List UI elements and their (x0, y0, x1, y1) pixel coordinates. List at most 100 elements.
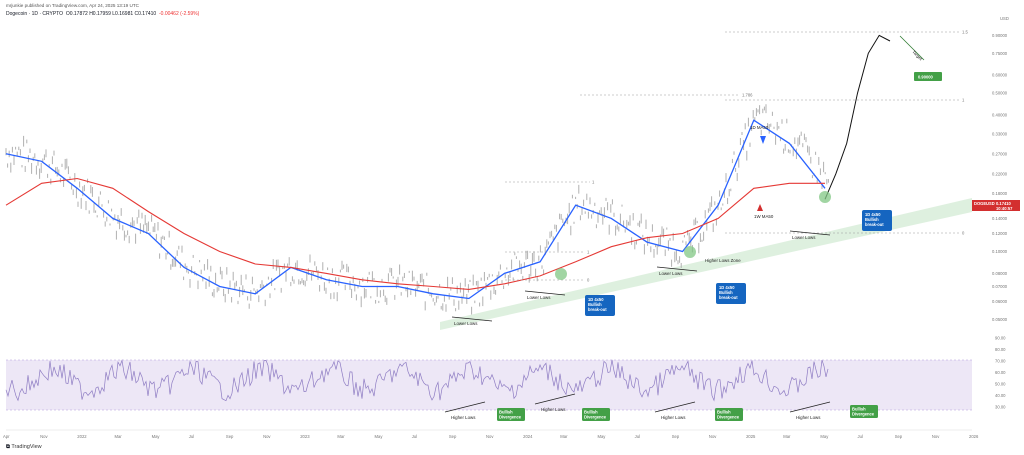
breakout-circle (819, 191, 831, 203)
lower-lows-trendline (524, 290, 566, 296)
rsi-tick-label: 90.00 (995, 336, 1006, 341)
bullish-breakout-label: 1D 4x50 Bullish break-out (588, 297, 607, 312)
price-tick-label: 0.06000 (992, 299, 1008, 304)
price-marker-countdown: 10:40:57 (996, 206, 1013, 211)
time-tick-label: 2024 (523, 434, 533, 439)
time-tick-label: May (152, 434, 161, 439)
bullish-breakout-label: 1D 4x50 Bullish break-out (865, 212, 884, 227)
breakout-circle (555, 268, 567, 280)
ma-1w-label: 1W MA50 (754, 214, 774, 219)
time-tick-label: Nov (932, 434, 940, 439)
ma-1w-line (5, 177, 825, 290)
time-tick-label: Mar (783, 434, 791, 439)
lower-lows-trendline (789, 230, 831, 236)
time-tick-label: Apr (3, 434, 10, 439)
price-tick-label: 0.50000 (992, 91, 1008, 96)
higher-lows-label: Higher Lows (661, 415, 686, 420)
bullish-divergence-box (582, 408, 610, 421)
target-line (899, 35, 925, 61)
bullish-breakout-box (862, 210, 892, 231)
price-marker-value: 0.17410 (996, 201, 1012, 206)
fib-level-label: 1 (962, 98, 965, 103)
ma-1d-label: 1D MA50 (750, 125, 769, 130)
rsi-tick-label: 40.00 (995, 393, 1006, 398)
time-tick-label: 2022 (77, 434, 87, 439)
projection-line (824, 34, 891, 200)
lower-lows-label: Lower Lows (659, 271, 683, 276)
rsi-tick-label: 70.00 (995, 359, 1006, 364)
time-tick-label: Mar (560, 434, 568, 439)
price-tick-label: 0.18000 (992, 191, 1008, 196)
bullish-breakout-box (716, 283, 746, 304)
brand-label: TradingView (11, 444, 42, 450)
ma-1w-arrow-icon (757, 204, 763, 211)
rsi-tick-label: 60.00 (995, 370, 1006, 375)
time-tick-label: Nov (709, 434, 717, 439)
time-tick-label: Sep (895, 434, 903, 439)
time-tick-label: 2025 (746, 434, 756, 439)
ma-1d-arrow-icon (760, 136, 766, 144)
bullish-divergence-label: Bullish Divergence (852, 407, 875, 417)
time-tick-label: Sep (449, 434, 457, 439)
fib-level-label: 1.5 (962, 30, 968, 35)
symbol-title: Dogecoin · 1D · CRYPTO O0.17872 H0.17959… (6, 11, 199, 17)
higher-lows-zone-label: Higher Lows Zone (705, 258, 741, 263)
breakout-circle (684, 246, 696, 258)
lower-lows-label: Lower Lows (454, 321, 478, 326)
time-tick-label: Jul (189, 434, 194, 439)
time-tick-label: Jul (635, 434, 640, 439)
rsi-tick-label: 50.00 (995, 382, 1006, 387)
time-tick-label: Nov (40, 434, 48, 439)
ohlc-values: O0.17872 H0.17959 L0.16981 C0.17410 (65, 11, 157, 17)
bullish-divergence-label: Bullish Divergence (717, 410, 740, 420)
price-tick-label: 0.22000 (992, 171, 1008, 176)
bullish-breakout-box (585, 295, 615, 316)
target-value: 0.90000 (918, 75, 934, 80)
price-tick-label: 0.27000 (992, 151, 1008, 156)
target-box (914, 72, 942, 81)
price-tick-label: 0.75000 (992, 51, 1008, 56)
fib-level-label: 1 (592, 180, 595, 185)
bullish-divergence-box (715, 408, 743, 421)
price-tick-label: 0.60000 (992, 73, 1008, 78)
bullish-divergence-label: Bullish Divergence (499, 410, 522, 420)
target-label: Target (911, 49, 924, 62)
higher-lows-label: Higher Lows (796, 415, 821, 420)
time-tick-label: Nov (486, 434, 494, 439)
price-tick-label: 0.10000 (992, 249, 1008, 254)
rsi-tick-label: 80.00 (995, 347, 1006, 352)
price-marker-box (972, 200, 1020, 211)
higher-lows-trendline (444, 401, 486, 413)
ma-1d-line (5, 119, 826, 300)
fib-level-label: 0 (587, 278, 590, 283)
price-marker-symbol: DOGEUSD (974, 201, 995, 206)
tradingview-brand: ⧉ TradingView (6, 444, 42, 451)
fib-level-label: 0 (962, 231, 965, 236)
time-tick-label: Sep (226, 434, 234, 439)
lower-lows-trendline (451, 316, 493, 322)
price-tick-label: 0.05000 (992, 317, 1008, 322)
higher-lows-trendline (654, 401, 696, 413)
rsi-tick-label: 30.00 (995, 405, 1006, 410)
bullish-breakout-label: 1D 4x50 Bullish break-out (719, 285, 738, 300)
higher-lows-trendline (534, 393, 576, 405)
price-tick-label: 0.90000 (992, 33, 1008, 38)
bullish-divergence-box (497, 408, 525, 421)
time-tick-label: Nov (263, 434, 271, 439)
time-tick-label: Mar (114, 434, 122, 439)
fib-level-label: 1.786 (742, 93, 753, 98)
time-tick-label: May (375, 434, 384, 439)
rsi-band (6, 360, 972, 410)
price-tick-label: 0.33000 (992, 132, 1008, 137)
lower-lows-label: Lower Lows (527, 295, 551, 300)
price-tick-label: 0.07000 (992, 284, 1008, 289)
price-tick-label: 0.14000 (992, 216, 1008, 221)
higher-lows-trendline (789, 401, 831, 413)
time-tick-label: May (597, 434, 606, 439)
time-tick-label: 2023 (300, 434, 310, 439)
tradingview-logo-icon: ⧉ (6, 444, 10, 450)
lower-lows-trendline (656, 266, 698, 272)
bullish-divergence-label: Bullish Divergence (584, 410, 607, 420)
price-tick-label: 0.40000 (992, 113, 1008, 118)
